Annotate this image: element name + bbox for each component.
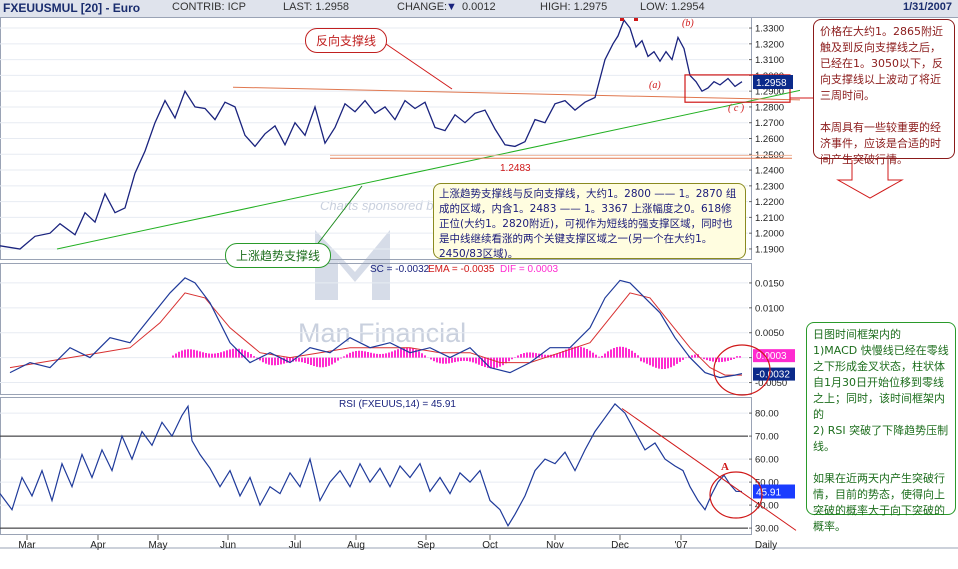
macd-ema-line: [9, 292, 742, 376]
price-tick-label: 1.2800: [755, 102, 784, 113]
peak-marker: [620, 17, 624, 21]
instrument-title: FXEUUSMUL [20] - Euro: [3, 1, 141, 15]
watermark-sponsor: Charts sponsored by: [320, 198, 441, 213]
price-tick-label: 1.3100: [755, 55, 784, 66]
x-tick-label: Mar: [18, 540, 36, 551]
resistance-line-label: 反向支撑线: [305, 28, 388, 53]
chart-header: FXEUUSMUL [20] - Euro CONTRIB: ICP LAST:…: [0, 0, 958, 18]
rsi-tick-label: 60.00: [755, 455, 779, 466]
rsi-downtrend-line: [621, 408, 797, 531]
macd-sc-tag: [753, 367, 795, 381]
center-analysis-note: 上涨趋势支撑线与反向支撑线，大约1。2800 —— 1。2870 组成的区域，内…: [433, 183, 746, 260]
rsi-last-tag-text: 45.91: [756, 488, 781, 499]
low-price-label: 1.2483: [500, 163, 531, 174]
change-label: CHANGE:: [397, 1, 448, 13]
rsi-tick-label: 70.00: [755, 432, 779, 443]
last-price-tag-text: 1.2958: [756, 78, 787, 89]
last-price-tag: [753, 75, 793, 90]
x-tick-label: May: [149, 540, 168, 551]
rsi-tick-label: 50.00: [755, 478, 779, 489]
rsi-tick-label: 80.00: [755, 409, 779, 420]
macd-dif-tag-text: 0.0003: [756, 351, 787, 362]
rsi-tick-label: 40.00: [755, 501, 779, 512]
macd-legend-item: EMA = -0.0035: [428, 264, 495, 275]
price-series-line: [0, 18, 743, 250]
price-tick-label: 1.2300: [755, 181, 784, 192]
right-indicator-note: 日图时间框架内的 1)MACD 快慢线已经在零线之下形成金叉状态，柱状体自1月3…: [806, 322, 956, 533]
down-arrow-icon: [836, 160, 904, 199]
macd-panel-frame: [0, 263, 752, 395]
macd-tick-label: 0.0150: [755, 278, 784, 289]
wave-a-label: (a): [649, 80, 661, 91]
high-label: HIGH: 1.2975: [540, 1, 608, 13]
rsi-last-tag: [753, 484, 795, 499]
change-value: 0.0012: [462, 1, 496, 13]
rsi-panel-frame: [0, 397, 752, 535]
price-tick-label: 1.1900: [755, 244, 784, 255]
contributor-label: CONTRIB: ICP: [172, 1, 246, 13]
up-trend-label-connector: [315, 185, 363, 247]
x-tick-label: Apr: [90, 540, 106, 551]
price-tick-label: 1.2900: [755, 87, 784, 98]
macd-sc-line: [9, 277, 743, 379]
rsi-line: [0, 403, 743, 528]
right-analysis-note: 价格在大约1。2865附近触及到反向支撑线之后，已经在1。3050以下，反向支撑…: [813, 19, 955, 166]
price-tick-label: 1.2100: [755, 213, 784, 224]
price-tick-label: 1.2400: [755, 166, 784, 177]
macd-legend-item: SC = -0.0032: [370, 264, 430, 275]
x-frequency-label: Daily: [755, 540, 777, 551]
x-tick-label: Jun: [220, 540, 236, 551]
x-tick-label: Aug: [347, 540, 365, 551]
peak-marker: [634, 17, 638, 21]
rsi-tick-label: 30.00: [755, 524, 779, 535]
price-tick-label: 1.2700: [755, 118, 784, 129]
x-tick-label: Jul: [289, 540, 302, 551]
low-label: LOW: 1.2954: [640, 1, 705, 13]
wave-c-label: ( c ): [728, 103, 745, 114]
price-tick-label: 1.2000: [755, 229, 784, 240]
x-tick-label: Oct: [482, 540, 498, 551]
rsi-title: RSI (FXEUUS,14) = 45.91: [339, 399, 456, 410]
macd-legend-item: DIF = 0.0003: [500, 264, 559, 275]
rsi-a-label: A: [721, 461, 729, 473]
price-tick-label: 1.2200: [755, 197, 784, 208]
date-label: 1/31/2007: [903, 1, 952, 13]
x-tick-label: Sep: [417, 540, 435, 551]
macd-tick-label: 0.0100: [755, 303, 784, 314]
macd-tick-label: 0.0050: [755, 328, 784, 339]
x-tick-label: '07: [674, 540, 687, 551]
price-tick-label: 1.2600: [755, 134, 784, 145]
price-tick-label: 1.3200: [755, 39, 784, 50]
x-tick-label: Dec: [611, 540, 629, 551]
price-tick-label: 1.3300: [755, 24, 784, 35]
macd-dif-tag: [753, 349, 795, 363]
up-trend-line: [56, 89, 801, 250]
last-price-label: LAST: 1.2958: [283, 1, 350, 13]
macd-tick-label: -0.0050: [755, 378, 787, 389]
up-trend-line-label: 上涨趋势支撑线: [225, 243, 332, 268]
macd-sc-tag-text: -0.0032: [756, 370, 790, 381]
rsi-highlight-circle: [709, 471, 763, 519]
change-down-icon: ▼: [446, 1, 457, 13]
x-tick-label: Nov: [546, 540, 564, 551]
macd-highlight-circle: [713, 344, 771, 396]
wave-b-label: (b): [682, 18, 694, 29]
resistance-line: [232, 86, 801, 101]
resistance-label-connector: [385, 43, 453, 90]
